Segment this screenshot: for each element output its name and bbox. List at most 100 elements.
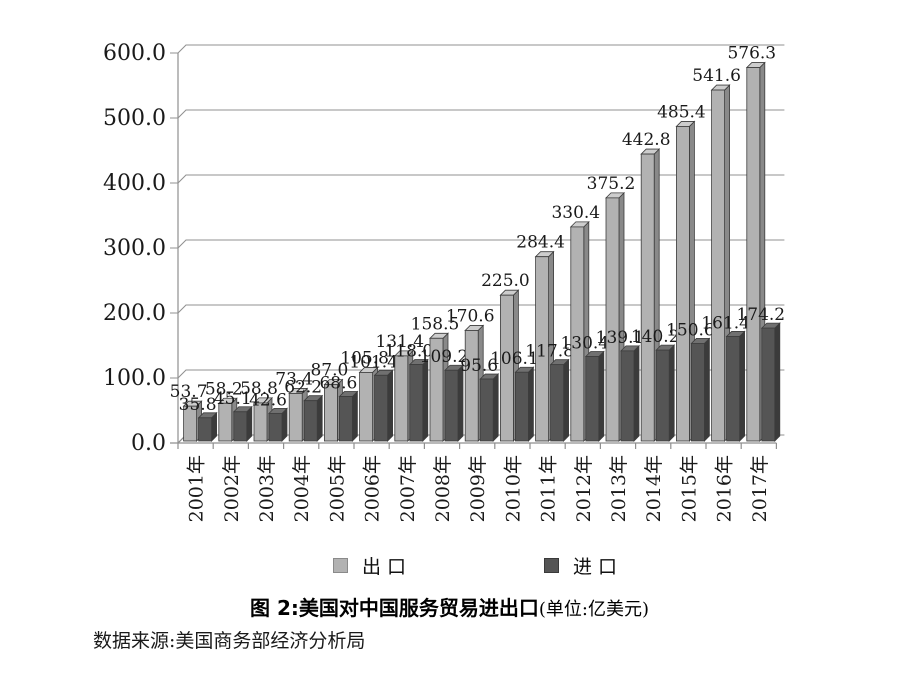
chart-legend: 出口 进口 — [178, 552, 778, 579]
import-value-label: 174.2 — [736, 305, 785, 325]
import-bar-2016年 — [725, 330, 746, 442]
import-bar-2012年 — [584, 350, 605, 442]
x-tick-label: 2002年 — [221, 455, 243, 522]
x-tick-label: 2008年 — [432, 455, 454, 522]
import-bar-2017年 — [760, 322, 781, 442]
export-value-label: 485.4 — [657, 102, 706, 122]
import-bar-2002年 — [232, 405, 253, 442]
import-value-label: 140.2 — [631, 327, 680, 347]
y-tick-label: 400.0 — [103, 171, 166, 196]
y-tick-label: 0.0 — [131, 431, 166, 456]
y-tick-label: 200.0 — [103, 301, 166, 326]
figure-caption: 图 2:美国对中国服务贸易进出口(单位:亿美元) — [0, 592, 899, 621]
export-swatch-icon — [332, 558, 348, 573]
import-value-label: 101.4 — [349, 352, 398, 372]
x-tick-label: 2001年 — [186, 455, 208, 522]
x-tick-label: 2006年 — [362, 455, 384, 522]
export-value-label: 158.5 — [411, 314, 460, 334]
export-value-label: 105.8 — [340, 348, 389, 368]
export-value-label: 442.8 — [622, 130, 671, 150]
x-tick-label: 2012年 — [573, 455, 595, 522]
figure-caption-title: 图 2:美国对中国服务贸易进出口 — [250, 596, 539, 620]
x-tick-label: 2014年 — [643, 455, 665, 522]
import-value-label: 130.4 — [560, 334, 609, 354]
import-bar-2014年 — [655, 344, 676, 442]
import-bar-2005年 — [338, 390, 359, 442]
import-bar-2006年 — [373, 369, 394, 442]
export-value-label: 576.3 — [727, 44, 776, 64]
import-bar-2001年 — [197, 411, 218, 442]
export-bar-2015年 — [675, 120, 696, 442]
export-value-label: 541.6 — [692, 66, 741, 86]
legend-item-import: 进口 — [544, 552, 623, 579]
gridline — [170, 109, 785, 119]
import-bar-2003年 — [268, 407, 288, 442]
import-value-label: 161.4 — [701, 313, 750, 333]
export-bar-2013年 — [605, 191, 625, 442]
import-value-label: 117.8 — [525, 342, 574, 362]
import-bar-2004年 — [303, 394, 324, 442]
import-value-label: 45.1 — [214, 389, 252, 409]
x-tick-label: 2010年 — [502, 455, 524, 522]
gridline — [170, 174, 785, 184]
export-bar-2014年 — [640, 148, 661, 442]
export-bar-2011年 — [534, 250, 555, 442]
export-value-label: 375.2 — [587, 174, 636, 194]
import-value-label: 42.6 — [249, 390, 287, 410]
x-tick-label: 2015年 — [678, 455, 700, 522]
x-tick-label: 2016年 — [714, 455, 736, 522]
import-value-label: 106.1 — [490, 349, 539, 369]
x-tick-label: 2007年 — [397, 455, 419, 522]
legend-import-label: 进口 — [573, 556, 624, 578]
y-tick-label: 300.0 — [103, 236, 166, 261]
import-bar-2013年 — [620, 344, 640, 442]
export-value-label: 87.0 — [310, 361, 348, 381]
import-value-label: 68.6 — [319, 374, 357, 394]
y-tick-label: 100.0 — [103, 366, 166, 391]
x-tick-label: 2004年 — [291, 455, 313, 522]
export-value-label: 53.7 — [170, 382, 208, 402]
import-bar-2011年 — [549, 358, 570, 442]
gridline — [170, 304, 785, 314]
x-tick-label: 2011年 — [538, 455, 560, 522]
import-bar-2009年 — [479, 373, 500, 442]
legend-export-label: 出口 — [361, 556, 412, 578]
import-value-label: 109.2 — [420, 347, 469, 367]
y-tick-label: 600.0 — [103, 41, 166, 66]
y-tick-label: 500.0 — [103, 106, 166, 131]
gridline — [170, 44, 785, 54]
export-value-label: 330.4 — [551, 203, 600, 223]
x-tick-label: 2005年 — [326, 455, 348, 522]
export-value-label: 170.6 — [446, 306, 495, 326]
import-bar-2008年 — [444, 364, 464, 442]
data-source-note: 数据来源:美国商务部经济分析局 — [93, 630, 366, 652]
import-bar-2007年 — [408, 358, 429, 442]
x-tick-label: 2013年 — [608, 455, 630, 522]
trade-bar-chart: 0.0 100.0 200.0 300.0 400.0 500.0 600.0 53.735.… — [103, 41, 785, 522]
gridline — [170, 369, 785, 379]
import-value-label: 150.6 — [666, 320, 715, 340]
gridline — [170, 239, 785, 249]
export-value-label: 131.4 — [375, 332, 424, 352]
import-value-label: 118.0 — [384, 342, 433, 362]
export-value-label: 284.4 — [516, 233, 565, 253]
figure-caption-unit: (单位:亿美元) — [538, 599, 649, 620]
import-value-label: 139.1 — [596, 328, 645, 348]
export-value-label: 58.2 — [205, 379, 243, 399]
import-swatch-icon — [544, 558, 559, 573]
export-value-label: 58.8 — [240, 379, 278, 399]
import-bar-2015年 — [690, 337, 711, 442]
import-value-label: 95.6 — [460, 356, 498, 376]
import-value-label: 35.8 — [179, 395, 217, 415]
x-axis-line — [170, 434, 777, 449]
import-bar-2010年 — [514, 366, 535, 442]
legend-item-export: 出口 — [332, 552, 412, 579]
x-tick-label: 2003年 — [256, 455, 278, 522]
x-tick-label: 2017年 — [749, 455, 771, 522]
import-value-label: 62.2 — [284, 378, 322, 398]
export-bar-2010年 — [499, 289, 520, 442]
export-value-label: 73.4 — [275, 369, 313, 389]
export-value-label: 225.0 — [481, 271, 530, 291]
x-tick-label: 2009年 — [467, 455, 489, 522]
